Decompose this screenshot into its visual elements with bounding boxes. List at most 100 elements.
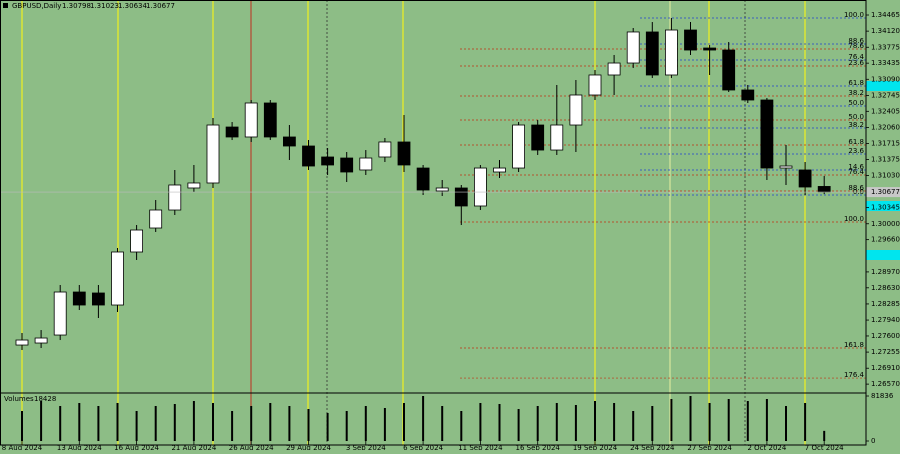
x-tick-label: 7 Oct 2024: [805, 444, 844, 450]
plot-frame: [0, 0, 867, 446]
fib-label: 23.6: [848, 147, 864, 155]
candle-body: [282, 136, 296, 147]
candle-body: [187, 182, 201, 189]
y-tick-label: 1.30345: [871, 204, 900, 212]
levels: 100.088.678.676.423.661.838.250.050.038.…: [460, 11, 866, 379]
header: GBPUSD,Daily 1.30798 1.31023 1.30634 1.3…: [3, 2, 175, 10]
y-tick-label: 1.31375: [871, 155, 900, 163]
fib-label: 14.6: [848, 163, 864, 171]
x-tick-label: 16 Aug 2024: [114, 444, 159, 450]
candles: [0, 17, 866, 441]
y-tick-label: 1.28630: [871, 284, 900, 292]
candle-body: [416, 167, 430, 191]
fib-label: 61.8: [848, 79, 864, 87]
fib-label: 78.6: [848, 42, 864, 50]
candle-body: [72, 291, 86, 306]
candle-body: [703, 47, 716, 51]
y-tick-label: 1.28285: [871, 300, 900, 308]
candle-body: [225, 126, 239, 138]
y-tick-label: 1.34120: [871, 27, 900, 35]
y-tick-label: 1.27255: [871, 348, 900, 356]
candle-body: [473, 167, 487, 207]
fib-label: 100.0: [844, 215, 864, 223]
level-box: [866, 201, 900, 211]
y-tick-label: 1.30000: [871, 220, 900, 228]
y-tick-label: 1.33775: [871, 43, 900, 51]
candle-body: [817, 186, 831, 193]
volume-current: 18428: [34, 395, 56, 403]
candle-body: [53, 291, 67, 336]
x-tick-label: 26 Aug 2024: [229, 444, 274, 450]
fib-label: 76.4: [848, 168, 864, 176]
candle-body: [454, 187, 468, 207]
fib-label: 161.8: [844, 341, 864, 349]
fib-label: 76.4: [848, 53, 864, 61]
y-tick-label: 1.28970: [871, 268, 900, 276]
candle-body: [34, 337, 48, 344]
candle-body: [626, 31, 640, 64]
x-tick-label: 27 Sep 2024: [687, 444, 732, 450]
level-box: [866, 81, 900, 91]
volume-tick-label: 81836: [871, 392, 894, 400]
candle-body: [168, 184, 182, 211]
candle-body: [435, 187, 449, 192]
y-tick-label: 1.27600: [871, 332, 900, 340]
candle-body: [15, 339, 29, 346]
fib-label: 88.6: [848, 37, 864, 45]
header-close: 1.30677: [146, 2, 175, 10]
candle-body: [302, 145, 315, 167]
y-tick-label: 1.31715: [871, 140, 900, 148]
header-low: 1.30634: [118, 2, 147, 10]
x-tick-label: 21 Aug 2024: [171, 444, 216, 450]
header-high: 1.31023: [90, 2, 119, 10]
candle-body: [512, 124, 525, 169]
candle-body: [607, 62, 621, 76]
candle-body: [760, 99, 774, 169]
fib-label: 38.2: [848, 121, 864, 129]
current-price-label: 1.30677: [871, 188, 900, 196]
level-box: [866, 250, 900, 260]
y-tick-label: 1.29660: [871, 236, 900, 244]
x-tick-label: 13 Aug 2024: [57, 444, 102, 450]
fib-label: 50.0: [848, 99, 864, 107]
fib-label: 61.8: [848, 138, 864, 146]
candle-body: [684, 29, 697, 51]
x-tick-label: 19 Sep 2024: [573, 444, 618, 450]
y-tick-label: 1.32060: [871, 123, 900, 131]
candle-body: [378, 141, 392, 158]
symbol-icon: [3, 3, 8, 8]
candle-body: [244, 102, 258, 138]
candle-body: [263, 102, 277, 138]
x-tick-label: 24 Sep 2024: [630, 444, 675, 450]
x-tick-label: 2 Oct 2024: [747, 444, 786, 450]
fib-label: 38.2: [848, 89, 864, 97]
candle-body: [798, 169, 812, 188]
y-tick-label: 1.33435: [871, 59, 900, 67]
x-tick-label: 6 Sep 2024: [403, 444, 443, 450]
fib-label: 23.6: [848, 59, 864, 67]
candle-body: [130, 229, 144, 253]
y-tick-label: 1.33090: [871, 75, 900, 83]
x-tick-label: 11 Sep 2024: [458, 444, 503, 450]
candle-body: [111, 251, 124, 306]
x-tick-label: 3 Sep 2024: [346, 444, 386, 450]
volume-tick-label: 0: [871, 437, 875, 445]
candle-body: [149, 209, 163, 229]
fib-label: 176.4: [844, 371, 865, 379]
candle-body: [92, 292, 105, 306]
x-tick-label: 16 Sep 2024: [516, 444, 561, 450]
candle-body: [550, 124, 564, 151]
candle-body: [359, 157, 373, 171]
y-tick-label: 1.32405: [871, 107, 900, 115]
candle-body: [779, 165, 793, 169]
y-tick-label: 1.27940: [871, 316, 900, 324]
current-price-box: [866, 187, 900, 198]
y-tick-label: 1.26910: [871, 364, 900, 372]
candle-body: [741, 89, 755, 101]
candle-body: [531, 124, 545, 151]
fib-label: 88.6: [848, 184, 864, 192]
candle-body: [645, 31, 659, 76]
axes: 1.34465 1.34120 1.33775 1.33435 1.33090 1.327…: [2, 11, 900, 452]
candle-body: [206, 124, 220, 184]
